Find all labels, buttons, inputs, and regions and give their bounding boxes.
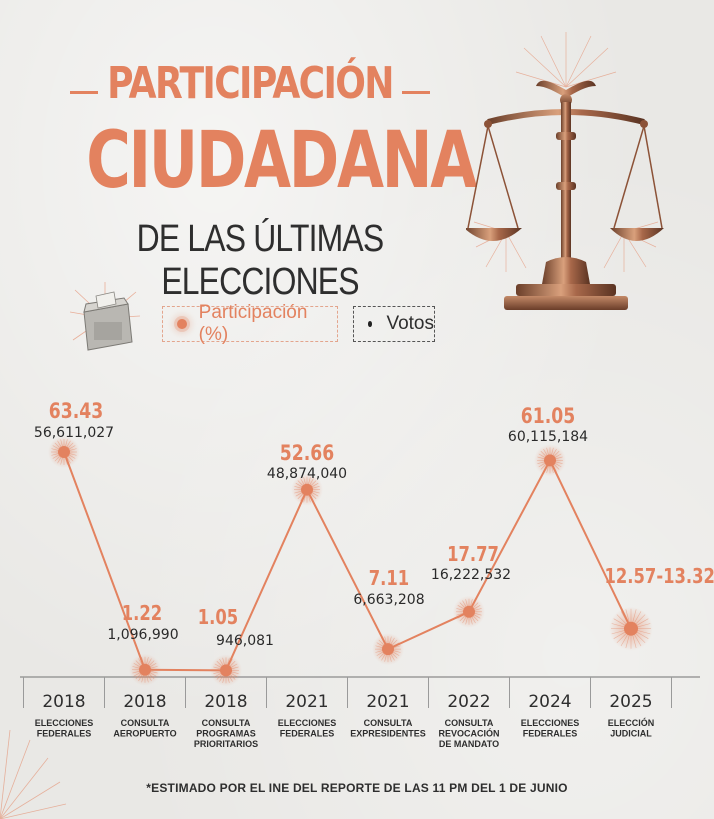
- point-rays: [294, 476, 320, 503]
- title-line-1: PARTICIPACIÓN: [107, 58, 394, 109]
- votes-label: 48,874,040: [267, 466, 347, 482]
- point-rays: [51, 439, 77, 465]
- corner-rays-decoration: [0, 729, 67, 819]
- category-label: EXPRESIDENTES: [350, 729, 426, 739]
- title-line-2: CIUDADANA: [86, 116, 477, 206]
- participation-label: 61.05: [521, 403, 575, 428]
- category-label: CONSULTA: [364, 718, 413, 728]
- legend-votes-label: Votos: [386, 313, 434, 334]
- category-label: FEDERALES: [280, 729, 335, 739]
- title-dash-right: [402, 91, 430, 94]
- participation-point: [382, 643, 394, 656]
- legend-participation: Participación (%): [162, 302, 338, 345]
- votes-label: 16,222,532: [431, 567, 511, 583]
- category-label: CONSULTA: [445, 718, 494, 728]
- votes-label: 6,663,208: [353, 592, 424, 608]
- category-label: FEDERALES: [523, 729, 578, 739]
- participation-label: 12.57-13.32*: [605, 566, 714, 589]
- votes-label: 946,081: [216, 633, 274, 649]
- category-label: CONSULTA: [202, 718, 251, 728]
- participation-point: [624, 621, 638, 636]
- category-label: PROGRAMAS: [196, 729, 256, 739]
- participation-point: [463, 605, 475, 618]
- year-tick-label: 2018: [123, 692, 166, 712]
- votes-label: 60,115,184: [508, 429, 588, 445]
- title-line-3: DE LAS ÚLTIMAS ELECCIONES: [136, 218, 384, 303]
- category-label: AEROPUERTO: [113, 729, 176, 739]
- participation-point: [220, 664, 232, 677]
- year-tick-label: 2021: [285, 692, 328, 712]
- participation-label: 7.11: [369, 568, 409, 591]
- footnote: *ESTIMADO POR EL INE DEL REPORTE DE LAS …: [146, 781, 568, 795]
- category-label: CONSULTA: [121, 718, 170, 728]
- point-rays: [611, 608, 651, 649]
- participation-label: 1.22: [122, 603, 162, 626]
- category-label: ELECCIONES: [278, 718, 337, 728]
- ballot-box-icon: [70, 282, 140, 351]
- year-tick-label: 2024: [528, 692, 571, 712]
- participation-chart: 63.4356,611,0272018ELECCIONESFEDERALES1.…: [20, 398, 714, 749]
- participation-point: [139, 663, 151, 676]
- votes-label: 56,611,027: [34, 425, 114, 441]
- participation-label: 1.05: [198, 607, 238, 630]
- participation-point: [544, 454, 556, 467]
- category-label: PRIORITARIOS: [194, 739, 258, 749]
- participation-point: [58, 446, 70, 458]
- category-label: ELECCIONES: [35, 718, 94, 728]
- category-label: DE MANDATO: [439, 739, 499, 749]
- legend-participation-label: Participación (%): [198, 302, 308, 345]
- point-rays: [456, 598, 482, 625]
- legend-votes: Votos: [353, 306, 435, 342]
- year-tick-label: 2021: [366, 692, 409, 712]
- point-rays: [537, 447, 563, 474]
- participation-label: 17.77: [447, 544, 499, 567]
- year-tick-label: 2022: [447, 692, 490, 712]
- category-label: ELECCIÓN: [608, 717, 655, 728]
- point-rays: [132, 656, 158, 683]
- category-label: ELECCIONES: [521, 718, 580, 728]
- title-dash-left: [70, 91, 98, 94]
- category-label: JUDICIAL: [610, 729, 652, 739]
- year-tick-label: 2025: [609, 692, 652, 712]
- category-label: FEDERALES: [37, 729, 92, 739]
- category-label: REVOCACIÓN: [438, 728, 499, 739]
- participation-label: 52.66: [280, 440, 334, 465]
- legend-participation-marker: [177, 319, 187, 329]
- point-rays: [213, 657, 239, 684]
- point-rays: [375, 636, 401, 663]
- year-tick-label: 2018: [204, 692, 247, 712]
- scales-of-justice-icon: [466, 32, 664, 310]
- participation-label: 63.43: [49, 398, 103, 423]
- votes-label: 1,096,990: [107, 627, 178, 643]
- year-tick-label: 2018: [42, 692, 85, 712]
- legend-votes-marker: [368, 321, 373, 327]
- participation-point: [301, 483, 313, 496]
